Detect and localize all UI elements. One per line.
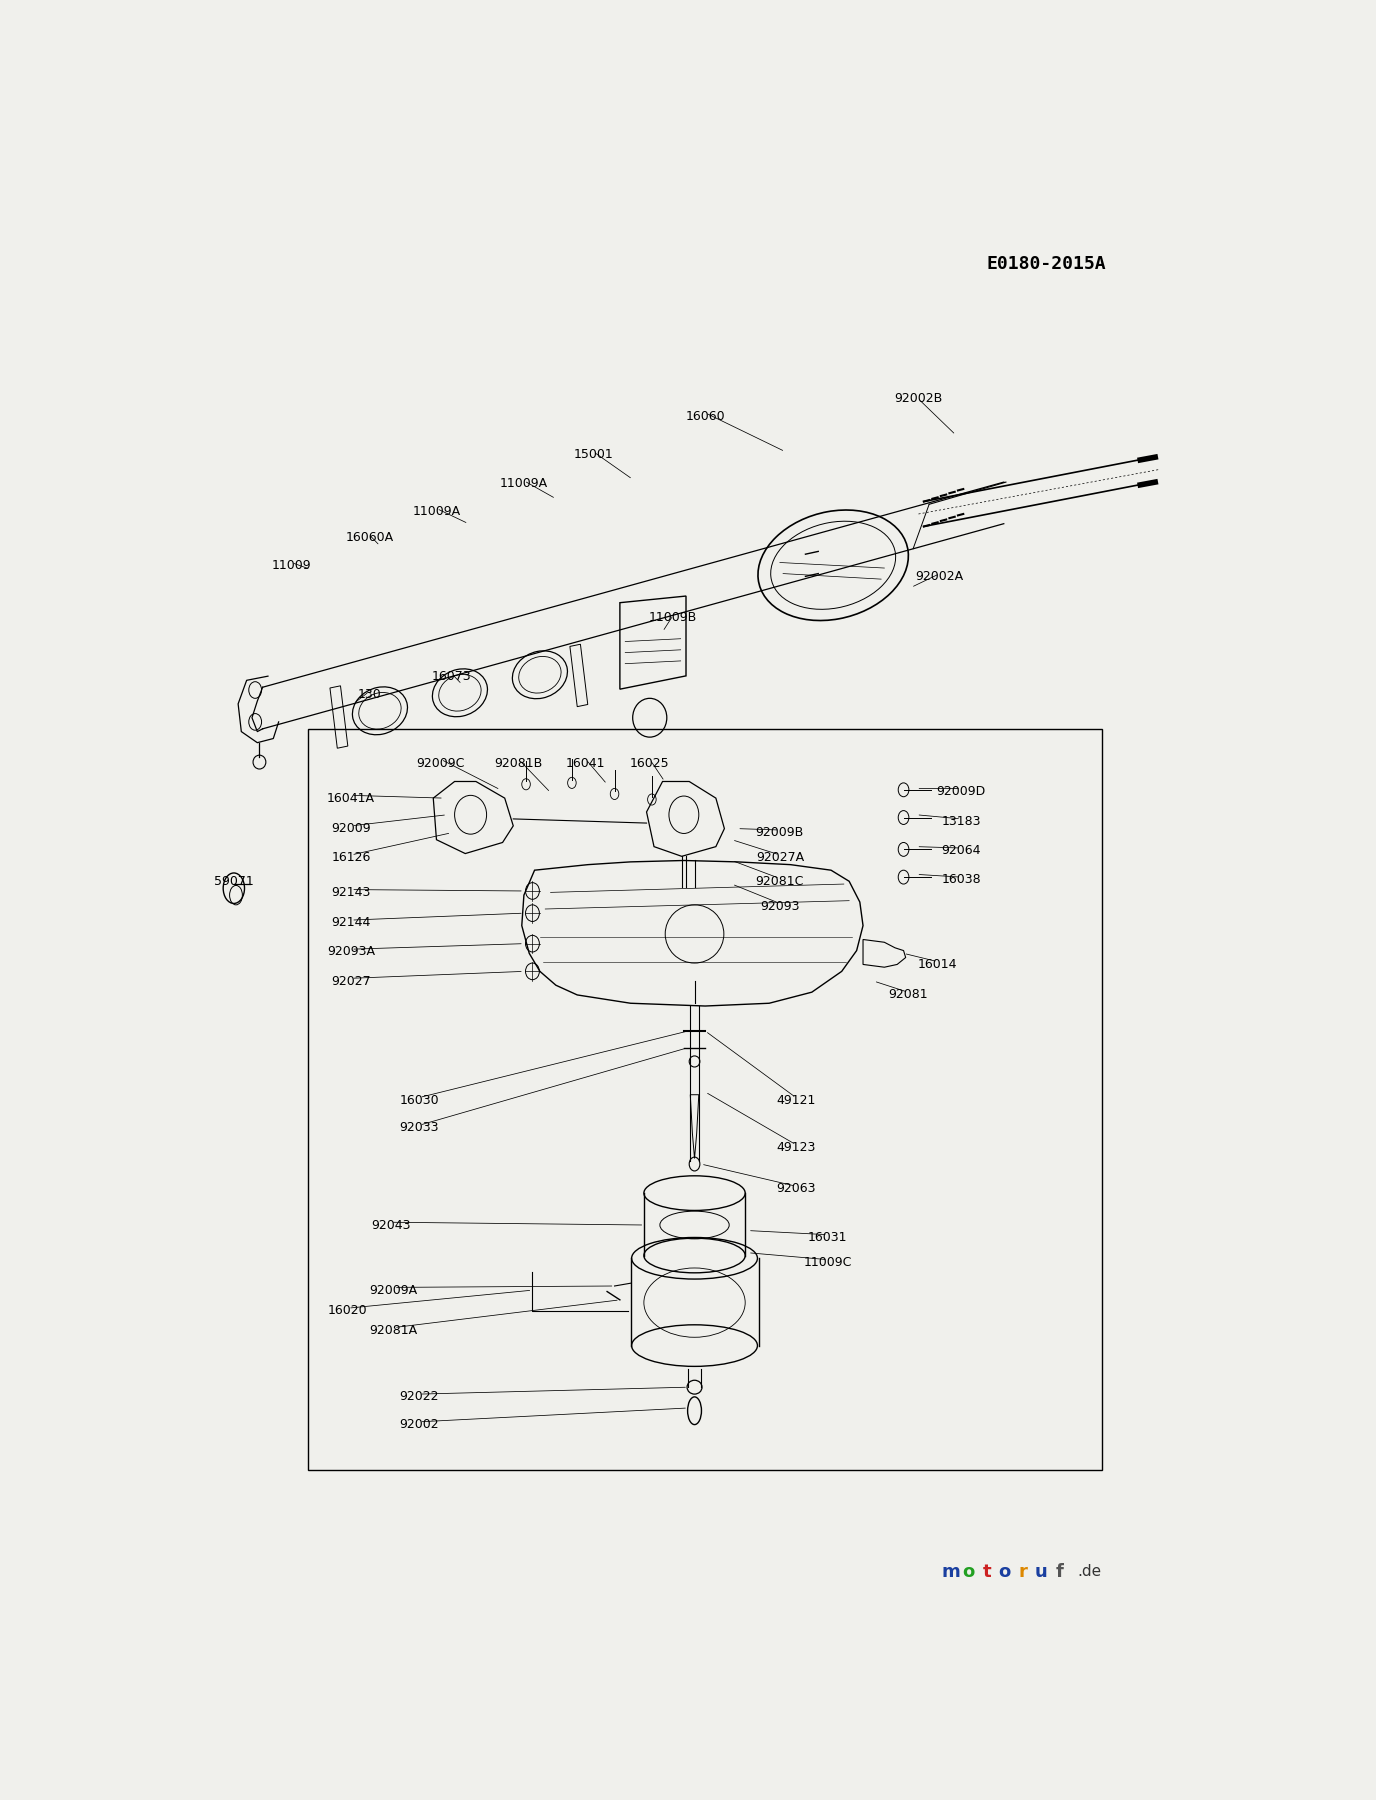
Text: 16025: 16025 (630, 758, 670, 770)
Text: 16031: 16031 (808, 1231, 848, 1244)
Text: 92022: 92022 (399, 1390, 439, 1404)
Text: 16030: 16030 (399, 1094, 439, 1107)
Text: 16020: 16020 (327, 1305, 367, 1318)
Text: 92027A: 92027A (755, 851, 804, 864)
Text: 11009C: 11009C (804, 1256, 852, 1269)
Text: 11009A: 11009A (413, 504, 461, 518)
Text: 59071: 59071 (215, 875, 253, 887)
Text: m: m (941, 1562, 960, 1580)
Text: 92081: 92081 (888, 988, 927, 1001)
Text: 92027: 92027 (332, 974, 372, 988)
Text: 11009B: 11009B (649, 612, 698, 625)
Text: 92081A: 92081A (370, 1323, 418, 1337)
Bar (570, 644, 588, 707)
Text: o: o (962, 1562, 974, 1580)
Bar (330, 686, 348, 749)
Text: 92009: 92009 (332, 823, 372, 835)
Text: t: t (982, 1562, 991, 1580)
Text: 16038: 16038 (941, 873, 981, 886)
Text: 92002: 92002 (399, 1418, 439, 1431)
Text: 92009D: 92009D (937, 785, 985, 797)
Text: E0180-2015A: E0180-2015A (987, 256, 1106, 274)
Bar (308, 729, 1102, 1471)
Text: 16060: 16060 (685, 410, 725, 423)
Text: .de: .de (1077, 1564, 1102, 1579)
Text: 92063: 92063 (776, 1183, 816, 1195)
Text: u: u (1035, 1562, 1047, 1580)
Text: 92143: 92143 (332, 886, 372, 898)
Text: 92009A: 92009A (370, 1283, 418, 1296)
Text: 16041A: 16041A (327, 792, 376, 805)
Text: 16060A: 16060A (345, 531, 394, 544)
Text: 49123: 49123 (776, 1141, 816, 1154)
Text: 92093: 92093 (760, 900, 799, 913)
Text: 92033: 92033 (399, 1121, 439, 1134)
Text: 92064: 92064 (941, 844, 981, 857)
Text: f: f (1055, 1562, 1064, 1580)
Text: 92081B: 92081B (494, 758, 542, 770)
Text: 92002B: 92002B (894, 392, 943, 405)
Text: 130: 130 (358, 688, 381, 700)
Text: 49121: 49121 (776, 1094, 816, 1107)
Text: 92009B: 92009B (755, 826, 804, 839)
Text: 92081C: 92081C (755, 875, 804, 887)
Text: 92093A: 92093A (327, 945, 376, 958)
Text: 11009A: 11009A (499, 477, 548, 490)
Text: 92043: 92043 (372, 1219, 410, 1231)
Text: 16041: 16041 (566, 758, 605, 770)
Text: 13183: 13183 (941, 815, 981, 828)
Text: 16126: 16126 (332, 851, 372, 864)
Text: o: o (999, 1562, 1011, 1580)
Text: 92144: 92144 (332, 916, 372, 929)
Text: 16073: 16073 (432, 670, 471, 682)
Text: 15001: 15001 (574, 448, 614, 461)
Text: 11009: 11009 (271, 558, 311, 572)
Text: 16014: 16014 (918, 958, 958, 970)
Text: 92009C: 92009C (417, 758, 465, 770)
Text: 92002A: 92002A (916, 571, 963, 583)
Text: r: r (1018, 1562, 1028, 1580)
